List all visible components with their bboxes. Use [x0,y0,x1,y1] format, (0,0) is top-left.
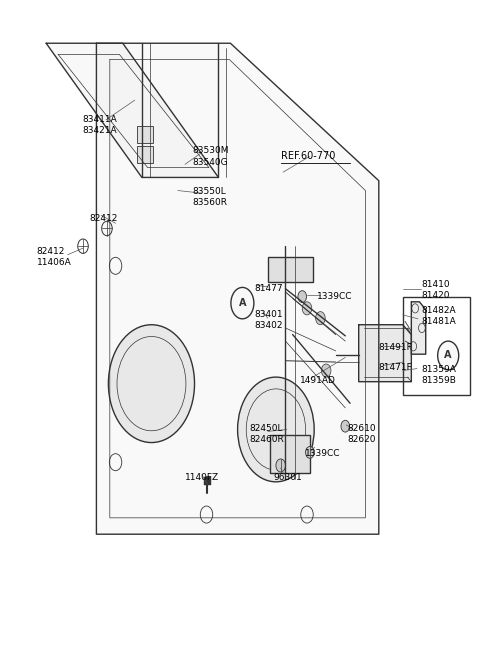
Text: 83550L
83560R: 83550L 83560R [192,187,227,207]
Text: A: A [444,350,452,361]
Bar [137,146,154,163]
Circle shape [322,364,331,377]
Text: A: A [239,298,246,308]
Text: 81477: 81477 [254,284,283,293]
Circle shape [316,312,325,325]
Text: 1140FZ: 1140FZ [185,473,219,482]
Text: 82412
11406A: 82412 11406A [36,247,72,268]
Circle shape [306,447,314,459]
Text: 1339CC: 1339CC [317,292,352,301]
Circle shape [341,420,349,432]
Text: 81471F: 81471F [379,363,412,372]
Text: 83530M
83540G: 83530M 83540G [192,146,228,167]
Polygon shape [46,43,218,177]
Circle shape [231,287,254,319]
Bar [204,477,211,485]
Text: 82412: 82412 [89,213,118,222]
Text: 81491F: 81491F [379,343,412,352]
Bar [270,436,311,474]
Circle shape [108,325,194,443]
Text: 81359A
81359B: 81359A 81359B [422,365,457,385]
Text: 96301: 96301 [274,473,302,482]
Circle shape [238,377,314,482]
Circle shape [438,341,459,370]
Circle shape [302,302,312,315]
Text: 83401
83402: 83401 83402 [254,310,283,330]
Text: 1339CC: 1339CC [305,449,340,458]
Text: REF.60-770: REF.60-770 [281,152,335,161]
Polygon shape [411,302,426,354]
Bar [268,257,313,282]
Circle shape [276,459,286,472]
Bar [403,297,470,395]
Polygon shape [359,325,411,382]
Bar [137,127,154,144]
Circle shape [298,291,307,302]
Text: 1491AD: 1491AD [300,376,336,385]
Text: 83411A
83421A: 83411A 83421A [82,115,117,135]
Text: 82450L
82460R: 82450L 82460R [250,424,284,444]
Text: 81410
81420: 81410 81420 [422,280,451,300]
Text: 82610
82620: 82610 82620 [348,424,376,444]
Polygon shape [96,43,379,534]
Text: 81482A
81481A: 81482A 81481A [422,306,456,326]
